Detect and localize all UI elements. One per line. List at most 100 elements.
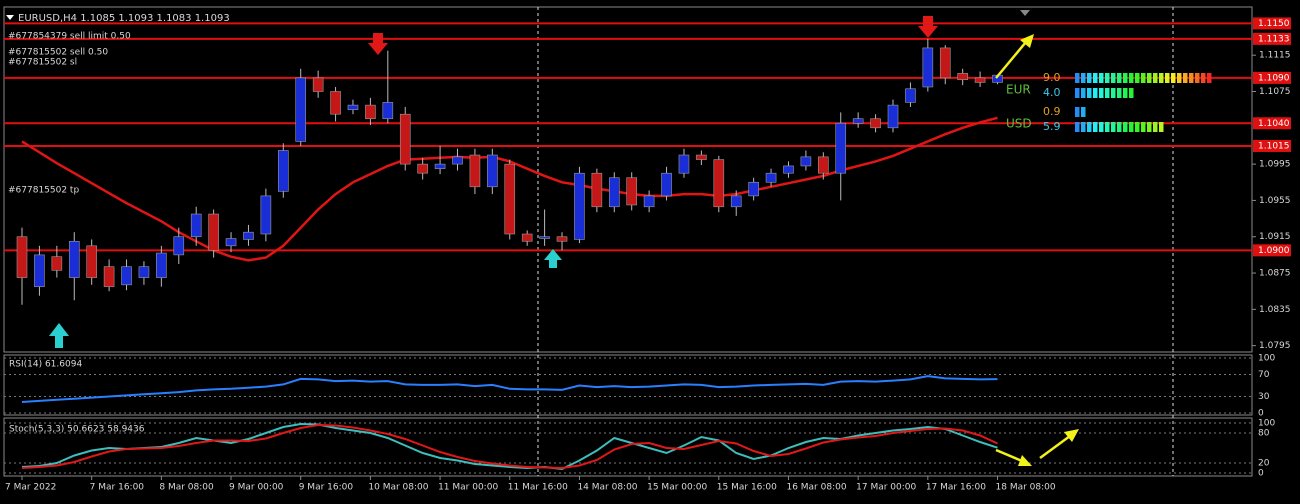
strength-cell: [1117, 88, 1122, 98]
order-label: #677815502 sell 0.50: [8, 48, 108, 58]
strength-cell: [1111, 88, 1116, 98]
candle-body: [974, 77, 986, 83]
indicator-line: [21, 423, 998, 470]
candle-body: [626, 177, 638, 206]
candle-body: [870, 118, 881, 129]
strength-cell: [1087, 122, 1092, 132]
x-tick-label: 7 Mar 16:00: [90, 483, 145, 493]
level-label: 1.1015: [1258, 141, 1290, 151]
candle-body: [103, 266, 115, 287]
strength-cell: [1081, 88, 1086, 98]
candle-body: [939, 47, 951, 79]
strength-cell: [1171, 73, 1176, 83]
main-panel: [3, 6, 1253, 353]
stoch-panel: [3, 417, 1253, 477]
candle-body: [765, 172, 777, 183]
candle-body: [696, 154, 707, 160]
strength-cell: [1165, 73, 1170, 83]
x-tick-label: 17 Mar 00:00: [856, 483, 916, 493]
candle-body: [417, 163, 428, 174]
level-label: 1.1150: [1258, 19, 1290, 29]
candle-body: [487, 154, 498, 188]
candle-body: [887, 104, 899, 129]
strength-cell: [1147, 73, 1152, 83]
strength-cell: [1075, 88, 1080, 98]
x-tick-label: 14 Mar 08:00: [577, 483, 637, 493]
y-tick-label: 1.0835: [1259, 305, 1291, 315]
indicator-title: RSI(14) 61.6094: [9, 360, 82, 370]
x-tick-label: 11 Mar 16:00: [508, 483, 568, 493]
candle-body: [852, 118, 864, 124]
candle-body: [678, 154, 690, 174]
x-tick-label: 11 Mar 00:00: [438, 483, 498, 493]
candle-body: [539, 236, 550, 239]
candle-body: [295, 77, 307, 142]
y-tick-label: 0: [1258, 409, 1264, 419]
candle-body: [574, 172, 585, 240]
strength-bar: [1075, 73, 1212, 83]
candle-body: [51, 256, 63, 271]
level-label-box: [1253, 17, 1291, 30]
y-tick-label: 30: [1258, 392, 1270, 402]
y-tick-label: 0: [1258, 469, 1264, 479]
candle-body: [173, 236, 185, 256]
symbol-menu-icon[interactable]: [6, 15, 14, 20]
strength-cell: [1129, 73, 1134, 83]
level-label-box: [1253, 244, 1291, 257]
indicator-title: Stoch(5,3,3) 50.6623 58.9436: [9, 425, 145, 435]
candle-body: [591, 172, 603, 208]
strength-cell: [1105, 122, 1110, 132]
candle-body: [905, 88, 916, 103]
rsi-panel: [3, 354, 1253, 416]
candle-body: [434, 163, 446, 169]
strength-cell: [1075, 122, 1080, 132]
order-label: #677815502 sl: [8, 58, 77, 68]
candle-body: [469, 154, 481, 188]
y-tick-label: 1.0875: [1259, 269, 1291, 279]
shift-marker: [1020, 10, 1030, 16]
trend-arrow: [995, 34, 1079, 466]
candle-body: [68, 240, 80, 278]
candle-body: [608, 177, 620, 208]
strength-cell: [1081, 107, 1086, 117]
strength-cell: [1111, 73, 1116, 83]
strength-cell: [1117, 122, 1122, 132]
strength-cell: [1207, 73, 1212, 83]
strength-cell: [1123, 122, 1128, 132]
strength-cell: [1099, 88, 1104, 98]
strength-cell: [1111, 122, 1116, 132]
y-tick-label: 1.0915: [1259, 232, 1291, 242]
strength-cell: [1105, 73, 1110, 83]
strength-cell: [1099, 73, 1104, 83]
level-label: 1.0900: [1258, 246, 1290, 256]
y-tick-label: 1.1115: [1259, 51, 1291, 61]
x-tick-label: 10 Mar 08:00: [368, 483, 428, 493]
candle-body: [382, 102, 394, 120]
strength-cell: [1099, 122, 1104, 132]
candle-body: [957, 73, 968, 81]
strength-bar: [1075, 107, 1086, 117]
strength-cell: [1183, 73, 1188, 83]
strength-cell: [1153, 122, 1158, 132]
indicator-line: [21, 375, 998, 403]
candle-body: [399, 113, 411, 165]
strength-cell: [1129, 88, 1134, 98]
strength-cell: [1075, 73, 1080, 83]
x-tick-label: 18 Mar 08:00: [996, 483, 1056, 493]
strength-cell: [1093, 73, 1098, 83]
candle-body: [208, 213, 219, 251]
strength-cell: [1135, 122, 1140, 132]
candle-body: [138, 266, 150, 278]
strength-cell: [1105, 88, 1110, 98]
x-tick-label: 7 Mar 2022: [5, 483, 56, 493]
strength-value: 4.0: [1043, 86, 1061, 99]
candle-body: [661, 172, 672, 197]
candle-body: [86, 245, 97, 278]
strength-cell: [1159, 73, 1164, 83]
candle-body: [452, 156, 463, 165]
candle-body: [277, 150, 289, 192]
candle-body: [312, 77, 324, 92]
strength-cell: [1129, 122, 1134, 132]
currency-label: EUR: [1006, 83, 1031, 97]
candle-body: [521, 233, 533, 242]
